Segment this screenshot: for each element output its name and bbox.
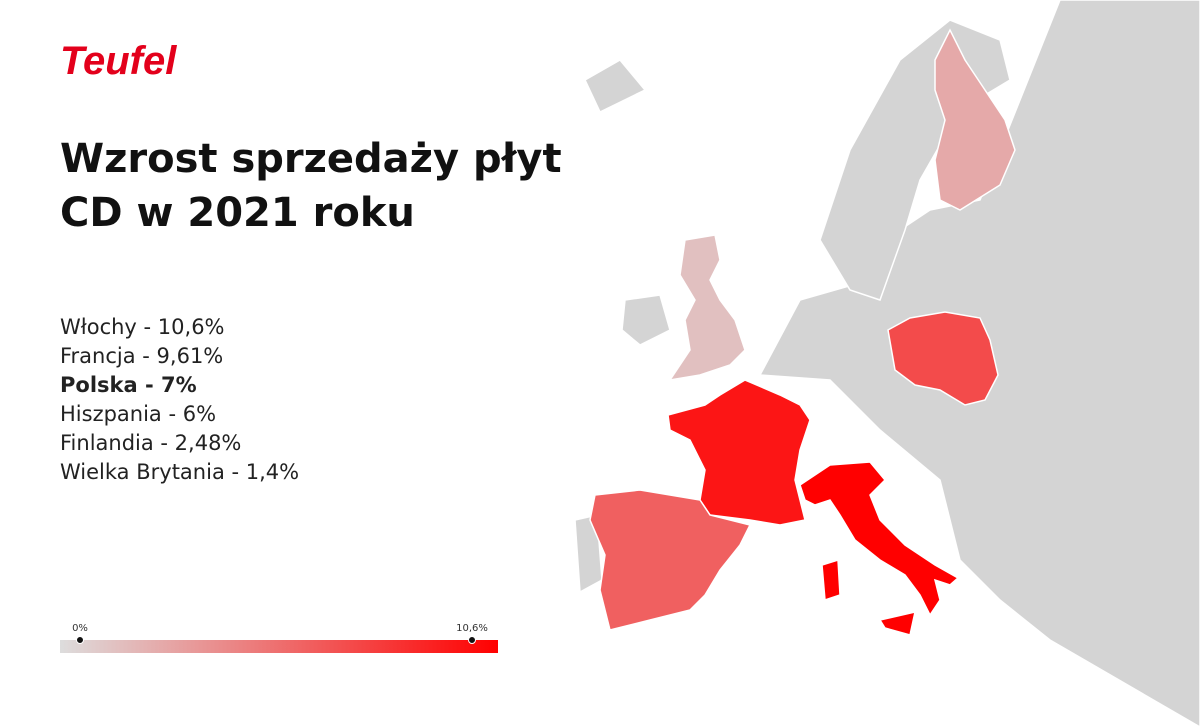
scale-marker bbox=[76, 636, 84, 644]
country-poland bbox=[887, 311, 999, 406]
scale-bar bbox=[60, 640, 498, 653]
legend-item: Wielka Brytania - 1,4% bbox=[60, 460, 299, 484]
legend-item: Finlandia - 2,48% bbox=[60, 431, 241, 455]
highlighted-countries bbox=[589, 28, 1016, 636]
country-italy bbox=[799, 461, 960, 636]
legend-item: Włochy - 10,6% bbox=[60, 315, 225, 339]
legend-item: Hiszpania - 6% bbox=[60, 402, 216, 426]
legend-item: Polska - 7% bbox=[60, 373, 197, 397]
scale-label: 10,6% bbox=[456, 623, 488, 634]
scale-label: 0% bbox=[72, 623, 88, 634]
title-line: Wzrost sprzedaży płyt bbox=[60, 136, 562, 182]
country-uk bbox=[668, 234, 746, 382]
legend-item: Francja - 9,61% bbox=[60, 344, 223, 368]
country-spain bbox=[589, 489, 752, 631]
title-line: CD w 2021 roku bbox=[60, 190, 415, 236]
logo: Teufel bbox=[60, 39, 177, 83]
country-france bbox=[667, 379, 811, 526]
scale-marker bbox=[468, 636, 476, 644]
country-finland bbox=[934, 28, 1016, 211]
